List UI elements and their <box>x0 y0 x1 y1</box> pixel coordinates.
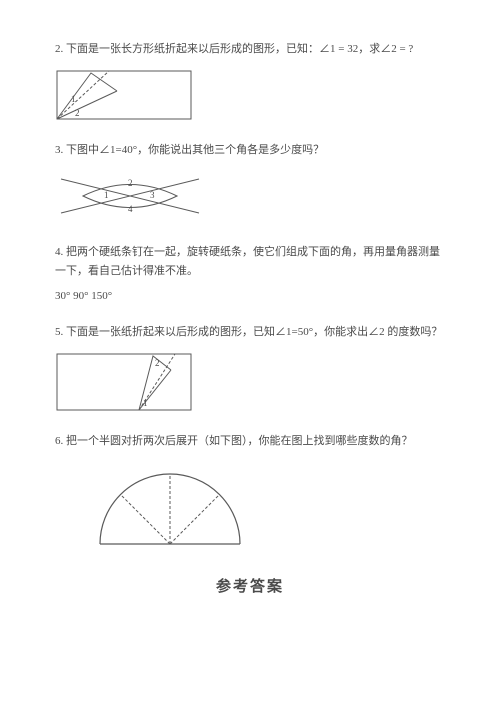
q3-figure: 1 2 3 4 <box>55 167 445 225</box>
q5-label-1: 1 <box>143 398 148 408</box>
q2-figure: 1 2 <box>55 67 445 123</box>
q2-label-1: 1 <box>71 94 76 104</box>
q5-label-2: 2 <box>155 358 160 368</box>
question-5: 5. 下面是一张纸折起来以后形成的图形，已知∠1=50°，你能求出∠2 的度数吗… <box>55 323 445 414</box>
question-4: 4. 把两个硬纸条钉在一起，旋转硬纸条，使它们组成下面的角，再用量角器测量一下，… <box>55 243 445 305</box>
answer-title: 参考答案 <box>55 575 445 596</box>
q3-text: 3. 下图中∠1=40°，你能说出其他三个角各是多少度吗？ <box>55 141 445 160</box>
q2-text: 2. 下面是一张长方形纸折起来以后形成的图形，已知：∠1 = 32，求∠2 = … <box>55 40 445 59</box>
q3-label-4: 4 <box>128 204 133 214</box>
q6-text: 6. 把一个半圆对折两次后展开（如下图），你能在图上找到哪些度数的角？ <box>55 432 445 451</box>
q4-angles: 30° 90° 150° <box>55 287 445 306</box>
q4-text: 4. 把两个硬纸条钉在一起，旋转硬纸条，使它们组成下面的角，再用量角器测量一下，… <box>55 243 445 280</box>
q3-label-2: 2 <box>128 178 133 188</box>
q5-figure: 1 2 <box>55 350 445 414</box>
q6-figure <box>85 459 445 551</box>
q3-label-1: 1 <box>104 190 109 200</box>
question-6: 6. 把一个半圆对折两次后展开（如下图），你能在图上找到哪些度数的角？ <box>55 432 445 551</box>
question-3: 3. 下图中∠1=40°，你能说出其他三个角各是多少度吗？ 1 2 3 4 <box>55 141 445 226</box>
question-2: 2. 下面是一张长方形纸折起来以后形成的图形，已知：∠1 = 32，求∠2 = … <box>55 40 445 123</box>
q5-text: 5. 下面是一张纸折起来以后形成的图形，已知∠1=50°，你能求出∠2 的度数吗… <box>55 323 445 342</box>
q3-label-3: 3 <box>150 190 155 200</box>
q2-label-2: 2 <box>75 108 80 118</box>
